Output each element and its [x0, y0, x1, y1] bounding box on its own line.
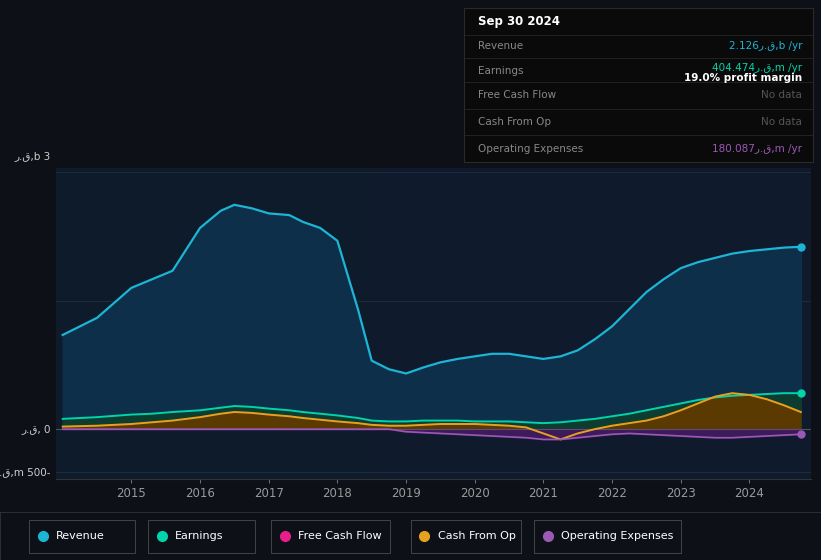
Text: 180.087ر.ق,m /yr: 180.087ر.ق,m /yr: [713, 143, 802, 153]
Text: No data: No data: [761, 116, 802, 127]
Text: Revenue: Revenue: [478, 41, 523, 51]
Text: Cash From Op: Cash From Op: [478, 116, 551, 127]
Text: Sep 30 2024: Sep 30 2024: [478, 15, 560, 28]
Text: 19.0% profit margin: 19.0% profit margin: [684, 73, 802, 83]
Text: Operating Expenses: Operating Expenses: [561, 531, 673, 541]
Text: ر.ق,b 3: ر.ق,b 3: [15, 151, 51, 161]
Text: Operating Expenses: Operating Expenses: [478, 143, 583, 153]
Text: Free Cash Flow: Free Cash Flow: [478, 90, 556, 100]
Text: Cash From Op: Cash From Op: [438, 531, 516, 541]
Text: 404.474ر.ق,m /yr: 404.474ر.ق,m /yr: [712, 63, 802, 73]
Text: Earnings: Earnings: [175, 531, 223, 541]
Text: Earnings: Earnings: [478, 66, 523, 76]
Text: ر.ق,m 500-: ر.ق,m 500-: [0, 467, 51, 477]
Bar: [372, 168, 811, 479]
Text: 2.126ر.ق,b /yr: 2.126ر.ق,b /yr: [729, 41, 802, 51]
Text: ر.ق, 0: ر.ق, 0: [21, 424, 51, 434]
Text: No data: No data: [761, 90, 802, 100]
Text: Free Cash Flow: Free Cash Flow: [298, 531, 382, 541]
Text: Revenue: Revenue: [56, 531, 104, 541]
